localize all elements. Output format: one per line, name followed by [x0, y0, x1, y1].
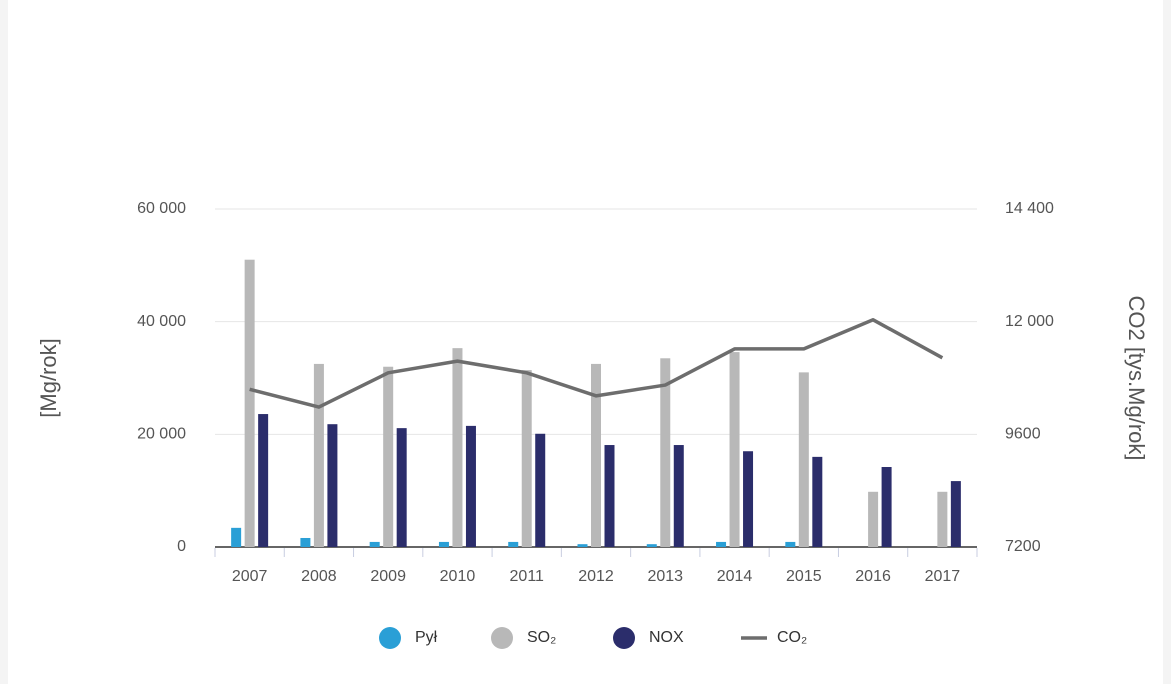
x-tick-label: 2016: [855, 568, 891, 585]
x-tick-label: 2009: [370, 568, 406, 585]
bar: [868, 491, 879, 547]
x-tick-label: 2015: [786, 568, 822, 585]
x-tick-label: 2013: [647, 568, 683, 585]
bar: [812, 456, 823, 547]
bar: [646, 544, 657, 547]
bar: [258, 414, 269, 547]
bar: [396, 428, 407, 547]
bar: [521, 370, 532, 547]
bar: [660, 358, 671, 547]
bar: [438, 541, 449, 547]
y2-tick-label: 9600: [1005, 426, 1041, 443]
y-tick-label: 0: [177, 538, 186, 555]
bar: [383, 366, 394, 547]
legend-swatch: [491, 627, 513, 649]
y-axis-label: [Mg/rok]: [36, 338, 61, 417]
x-tick-label: 2008: [301, 568, 337, 585]
y-tick-label: 40 000: [137, 313, 186, 330]
bar: [785, 541, 796, 547]
y2-tick-label: 14 400: [1005, 200, 1054, 217]
legend-swatch: [379, 627, 401, 649]
legend-label: Pył: [415, 629, 438, 646]
bar: [604, 445, 615, 547]
x-tick-label: 2007: [232, 568, 268, 585]
y-tick-label: 60 000: [137, 200, 186, 217]
legend-label: CO₂: [777, 629, 807, 646]
bar: [716, 541, 727, 547]
line: [249, 318, 944, 409]
bar: [729, 352, 740, 547]
bar: [313, 363, 324, 547]
y2-tick-label: 7200: [1005, 538, 1041, 555]
x-tick-label: 2010: [440, 568, 476, 585]
bar: [591, 363, 601, 547]
bar: [244, 259, 255, 547]
bar: [465, 425, 476, 547]
bar: [743, 451, 754, 547]
card: [8, 0, 1163, 684]
bar: [673, 445, 684, 547]
bar: [937, 491, 948, 547]
x-tick-label: 2017: [925, 568, 961, 585]
bar: [231, 527, 242, 547]
legend-swatch: [613, 627, 635, 649]
bar: [452, 348, 463, 547]
legend-label: NOX: [649, 629, 684, 646]
x-tick-label: 2014: [717, 568, 753, 585]
bar: [881, 467, 892, 547]
bar: [327, 424, 338, 547]
y2-axis-label: CO2 [tys.Mg/rok]: [1124, 295, 1149, 460]
bar: [577, 544, 588, 547]
bar: [950, 481, 961, 547]
bar: [369, 541, 380, 547]
bar: [798, 372, 809, 547]
legend-label: SO₂: [527, 629, 556, 646]
y-tick-label: 20 000: [137, 426, 186, 443]
bar: [300, 537, 311, 547]
bar: [508, 541, 519, 547]
x-tick-label: 2012: [578, 568, 614, 585]
y2-tick-label: 12 000: [1005, 313, 1054, 330]
bar: [535, 433, 546, 547]
x-tick-label: 2011: [510, 568, 545, 585]
